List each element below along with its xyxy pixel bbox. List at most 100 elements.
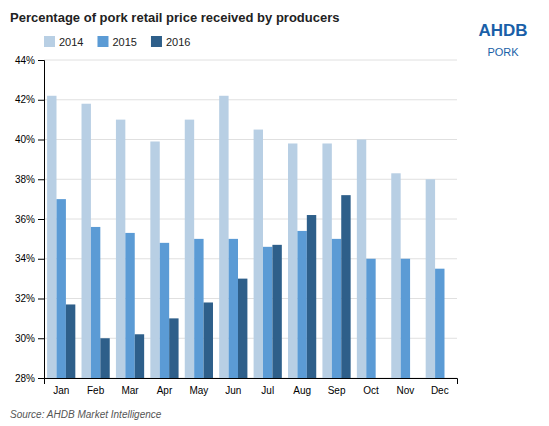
x-tick-label: May [189,385,208,396]
y-tick-mark [38,140,44,141]
bar-series [57,199,445,378]
grid-line [44,60,457,61]
bar [238,279,247,378]
x-axis-line [45,379,458,385]
x-tick-label: Dec [431,385,449,396]
x-tick-label: Feb [87,385,105,396]
x-tick: Mar [121,385,139,396]
legend-item: 2015 [97,36,136,48]
y-tick-label: 34% [15,253,35,264]
title: Percentage of pork retail price received… [10,10,339,25]
x-tick-label: Mar [121,385,139,396]
y-tick-label: 38% [15,174,35,185]
x-tick: Nov [396,385,414,396]
bar-series [66,195,351,378]
y-tick: 32% [15,293,44,304]
legend: 2014 2015 2016 [44,36,190,48]
x-tick: Feb [87,385,105,396]
bar [366,259,375,378]
y-tick: 42% [15,94,44,105]
bar [307,215,316,378]
bar [391,173,400,378]
y-tick-mark [38,338,44,339]
bar [150,141,159,378]
y-tick-mark [38,378,44,379]
x-tick-label: Nov [396,385,414,396]
bar [160,243,169,378]
legend-label: 2015 [112,36,136,48]
x-tick: Jan [53,385,69,396]
bar [332,239,341,378]
bar [185,120,194,378]
legend-item: 2014 [44,36,83,48]
y-tick-mark [38,219,44,220]
legend-swatch [44,36,55,47]
bar [169,318,178,378]
bar [47,96,56,378]
bar [357,140,366,379]
legend-swatch [151,36,162,47]
x-tick: Dec [431,385,449,396]
y-tick-label: 42% [15,94,35,105]
y-tick-label: 40% [15,134,35,145]
x-tick-label: Jan [53,385,69,396]
y-tick: 40% [15,134,44,145]
y-tick: 44% [15,55,44,66]
bar [57,199,66,378]
bar [125,233,134,378]
x-tick-label: Oct [363,385,379,396]
bar [341,195,350,378]
legend-swatch [97,36,108,47]
bar [100,338,109,378]
x-tick: Jun [225,385,241,396]
y-tick: 30% [15,333,44,344]
bar [254,130,263,378]
y-tick-label: 36% [15,214,35,225]
bar [288,143,297,378]
grid-line [44,139,457,140]
y-tick-mark [38,179,44,180]
bar [322,143,331,378]
y-tick: 34% [15,253,44,264]
source-note: Source: AHDB Market Intelligence [10,409,162,420]
bar [194,239,203,378]
bar [229,239,238,378]
x-tick: Apr [157,385,173,396]
grid-line [44,99,457,100]
x-tick-label: Jun [225,385,241,396]
bar [435,269,444,378]
y-tick-mark [38,299,44,300]
bars [47,96,444,378]
bar-series [47,96,435,378]
y-axis-line [38,61,45,379]
bar [135,334,144,378]
x-tick-label: Jul [261,385,274,396]
grid [44,60,457,378]
legend-label: 2014 [59,36,83,48]
bar [426,179,435,378]
y-tick-mark [38,100,44,101]
bar [91,227,100,378]
bar [66,304,75,378]
x-tick-label: Aug [293,385,311,396]
bar [219,96,228,378]
logo-text: AHDB [478,21,527,40]
y-tick-label: 44% [15,55,35,66]
bar [82,104,91,378]
y-tick: 38% [15,174,44,185]
x-tick: Jul [261,385,274,396]
bar [272,245,281,378]
x-tick: Sep [328,385,346,396]
y-tick: 28% [15,373,44,384]
bar [401,259,410,378]
plot-area: 28% 30% 32% 34% 36% 38% 40% 42% 44% Jan Feb Mar Apr M… [15,55,458,396]
bar [204,302,213,378]
x-tick: Oct [363,385,379,396]
x-axis: Jan Feb Mar Apr May Jun Jul Aug Sep Oct Nov Dec [45,379,458,397]
logo-subtext: PORK [487,46,519,58]
bar [297,231,306,378]
chart: 28% 30% 32% 34% 36% 38% 40% 42% 44% Jan Feb Mar Apr M… [0,0,549,426]
y-tick-mark [38,259,44,260]
legend-item: 2016 [151,36,190,48]
x-tick-label: Apr [157,385,173,396]
